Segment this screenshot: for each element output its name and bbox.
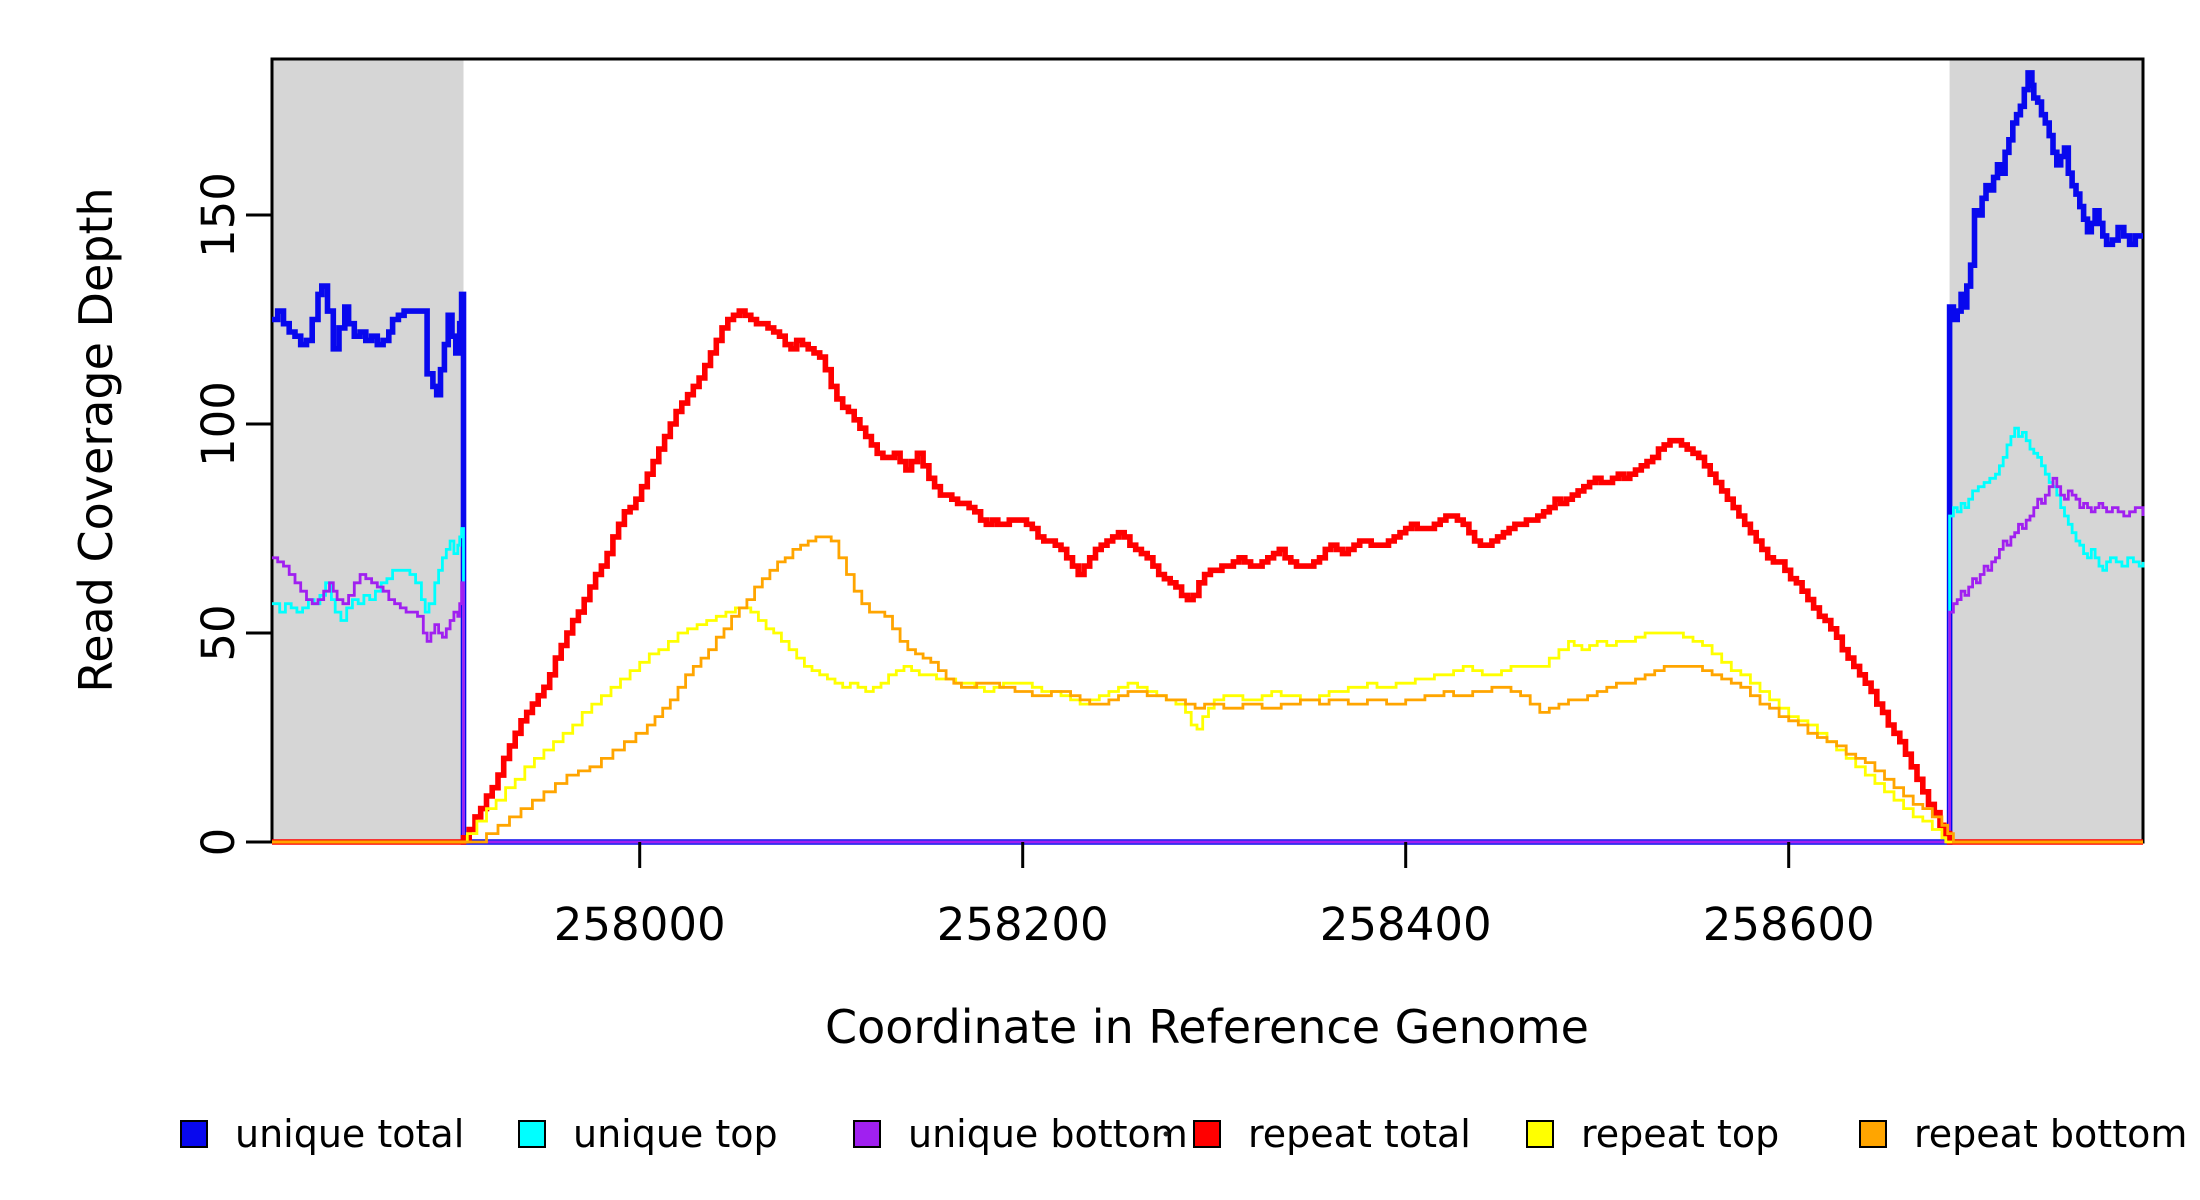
- series-line-unique-top: [272, 426, 2145, 844]
- legend-swatch-repeat-bottom: [1859, 1120, 1887, 1148]
- legend-label-repeat-total: repeat total: [1248, 1112, 1471, 1156]
- shaded-regions: [272, 59, 2143, 842]
- y-tick-label: 150: [192, 172, 245, 258]
- legend-swatch-unique-bottom: [853, 1120, 881, 1148]
- series-line-repeat-top: [272, 606, 2143, 844]
- x-tick-label: 258600: [1703, 898, 1875, 951]
- series-line-repeat-bottom: [272, 535, 2143, 844]
- legend-label-unique-total: unique total: [235, 1112, 464, 1156]
- legend-label-repeat-top: repeat top: [1581, 1112, 1779, 1156]
- y-tick-label: 0: [192, 828, 245, 857]
- x-tick-label: 258000: [554, 898, 726, 951]
- series-lines: [272, 70, 2145, 845]
- y-axis-title: Read Coverage Depth: [69, 187, 123, 692]
- stray-dot: [1163, 1131, 1169, 1137]
- series-line-unique-bottom: [272, 476, 2145, 844]
- series-line-repeat-total: [272, 308, 2143, 845]
- y-tick-label: 50: [192, 604, 245, 661]
- plot-box: [270, 57, 2145, 844]
- legend-item: repeat total: [1193, 1112, 1471, 1156]
- legend-item: unique top: [518, 1112, 778, 1156]
- shaded-region: [272, 59, 464, 842]
- legend: unique total unique top unique bottom re…: [180, 1112, 2187, 1156]
- legend-item: unique total: [180, 1112, 464, 1156]
- legend-item: repeat top: [1526, 1112, 1779, 1156]
- legend-label-repeat-bottom: repeat bottom: [1914, 1112, 2187, 1156]
- legend-swatch-repeat-top: [1526, 1120, 1554, 1148]
- legend-label-unique-top: unique top: [573, 1112, 778, 1156]
- shaded-region: [1949, 59, 2143, 842]
- x-tick-label: 258200: [937, 898, 1109, 951]
- legend-swatch-unique-total: [180, 1120, 208, 1148]
- y-tick-label: 100: [192, 381, 245, 467]
- x-axis-title: Coordinate in Reference Genome: [825, 1000, 1589, 1054]
- legend-swatch-repeat-total: [1193, 1120, 1221, 1148]
- series-line-unique-total: [272, 70, 2143, 845]
- legend-swatch-unique-top: [518, 1120, 546, 1148]
- legend-item: unique bottom: [853, 1112, 1188, 1156]
- legend-item: repeat bottom: [1859, 1112, 2187, 1156]
- axis-ticks: 258000 258200 258400 258600 0 50 100 150: [192, 172, 1875, 951]
- x-tick-label: 258400: [1320, 898, 1492, 951]
- legend-label-unique-bottom: unique bottom: [908, 1112, 1188, 1156]
